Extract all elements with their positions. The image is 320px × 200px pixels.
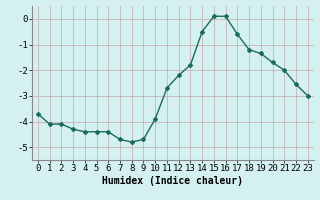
X-axis label: Humidex (Indice chaleur): Humidex (Indice chaleur) [102,176,243,186]
